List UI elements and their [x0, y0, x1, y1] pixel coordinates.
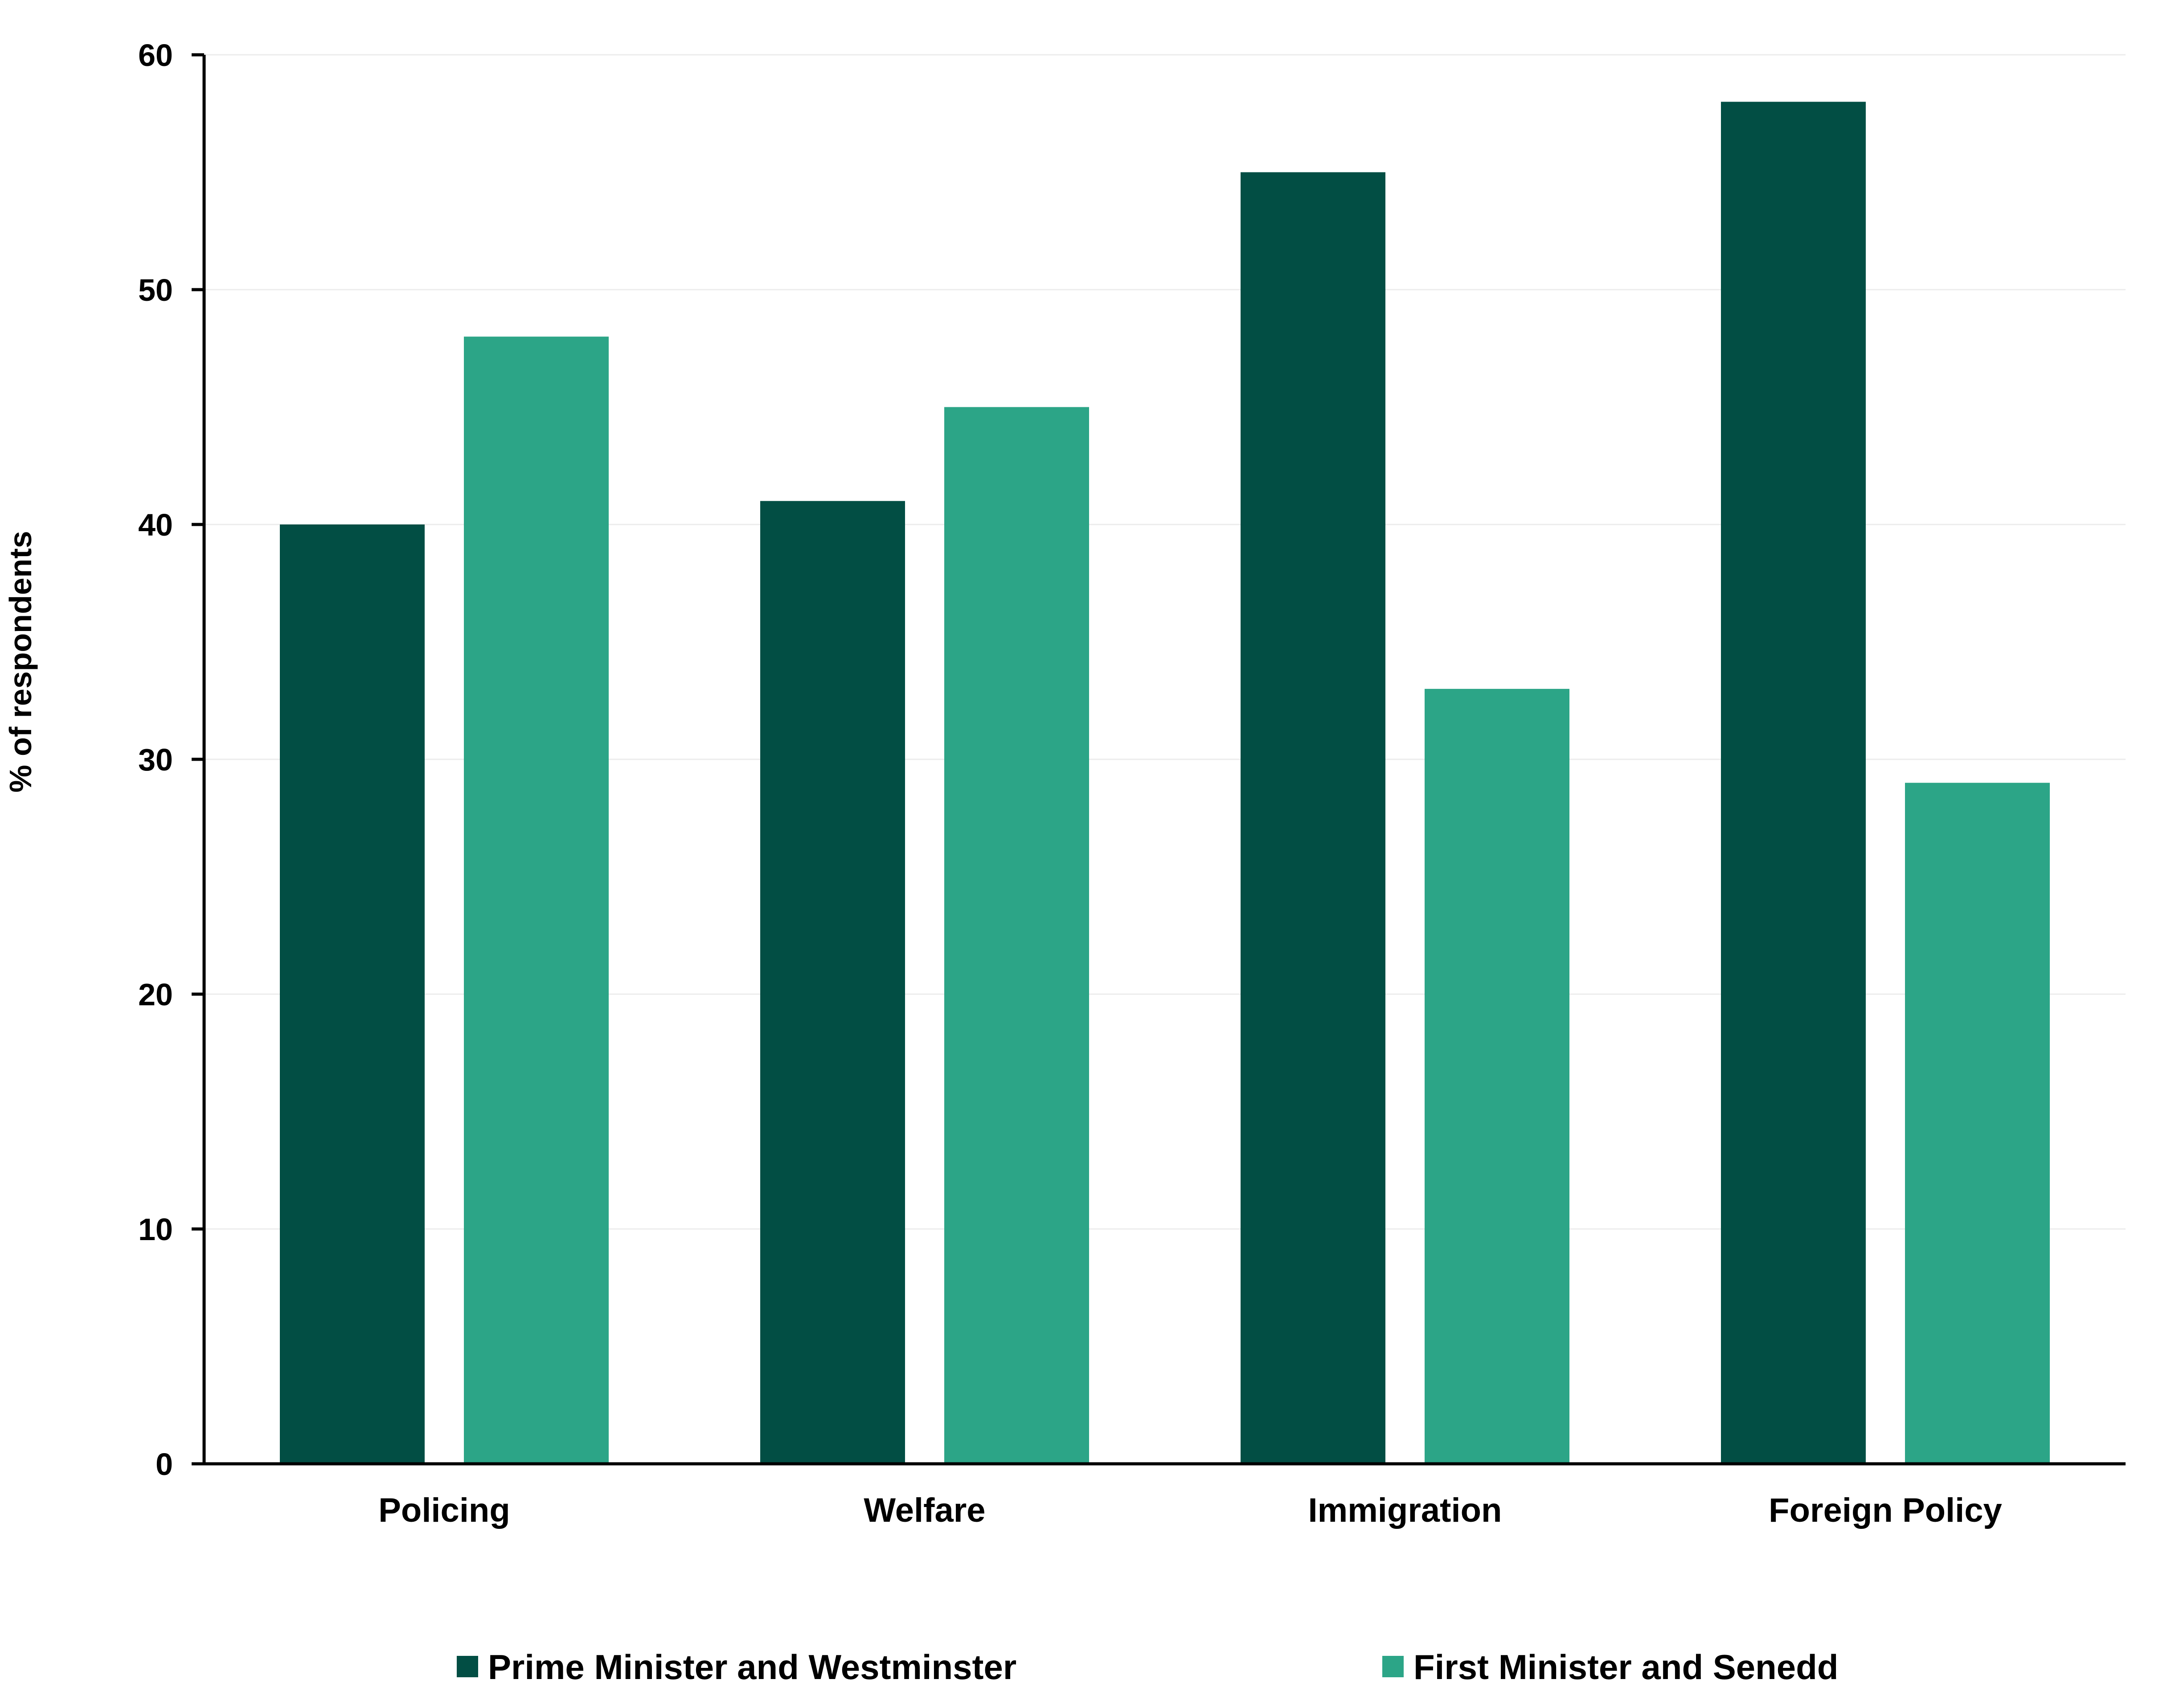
y-axis-title: % of respondents — [3, 531, 38, 792]
bar — [760, 501, 905, 1464]
x-category-label: Welfare — [864, 1491, 985, 1529]
legend-swatch — [457, 1656, 478, 1677]
bar — [1241, 172, 1385, 1464]
y-tick-label: 0 — [156, 1447, 173, 1482]
bar — [1425, 688, 1569, 1464]
y-tick-label: 50 — [138, 273, 173, 307]
bar — [944, 407, 1089, 1464]
x-category-label: Immigration — [1308, 1491, 1502, 1529]
y-tick-label: 30 — [138, 742, 173, 777]
legend-swatch — [1382, 1656, 1404, 1677]
y-tick-label: 20 — [138, 977, 173, 1012]
bar — [464, 336, 609, 1464]
x-category-label: Policing — [378, 1491, 510, 1529]
bar — [1905, 782, 2050, 1464]
x-category-labels: Policing Welfare Immigration Foreign Policy — [378, 1491, 2002, 1529]
bar — [1721, 102, 1866, 1464]
y-ticks: 0 10 20 30 40 50 60 — [138, 38, 204, 1482]
legend-label: Prime Minister and Westminster — [488, 1647, 1016, 1687]
y-tick-label: 40 — [138, 508, 173, 542]
y-tick-label: 60 — [138, 38, 173, 73]
bar — [280, 524, 425, 1464]
y-tick-label: 10 — [138, 1212, 173, 1247]
legend-label: First Minister and Senedd — [1413, 1647, 1838, 1687]
x-category-label: Foreign Policy — [1769, 1491, 2002, 1529]
legend: Prime Minister and Westminster First Mini… — [457, 1647, 1838, 1687]
bars — [280, 102, 2050, 1464]
